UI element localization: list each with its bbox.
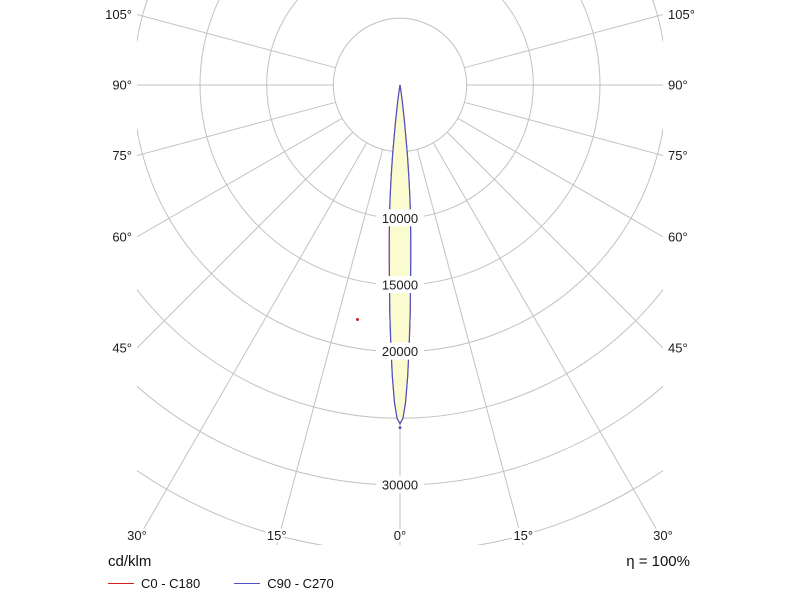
svg-text:15°: 15°	[513, 528, 533, 543]
svg-text:90°: 90°	[112, 78, 132, 93]
svg-text:0°: 0°	[394, 528, 406, 543]
legend-item-c90-c270-label: C90 - C270	[267, 576, 334, 591]
unit-label: cd/klm	[108, 553, 152, 570]
beam-tip-marker	[398, 426, 402, 430]
svg-text:60°: 60°	[112, 229, 132, 244]
legend-item-c0-c180: C0 - C180	[108, 576, 200, 591]
axis-labels: 10000 15000 20000 30000 0° 15° 15° 30° 30° 45° 45°…	[105, 7, 695, 546]
svg-text:45°: 45°	[112, 341, 132, 356]
c90-c270-line-swatch	[234, 582, 261, 585]
polar-chart-svg: 10000 15000 20000 30000 0° 15° 15° 30° 30° 45° 45°…	[105, 0, 695, 546]
legend-left: cd/klm C0 - C180 C90 - C270	[108, 553, 334, 591]
svg-text:75°: 75°	[112, 148, 132, 163]
svg-text:30000: 30000	[382, 478, 418, 493]
stray-red-marker	[356, 318, 359, 321]
svg-text:75°: 75°	[668, 148, 688, 163]
legend-bar: cd/klm C0 - C180 C90 - C270 η = 100%	[0, 553, 800, 591]
svg-text:30°: 30°	[653, 528, 673, 543]
efficiency-value: η = 100%	[626, 553, 690, 570]
svg-text:105°: 105°	[668, 7, 695, 22]
curve-c90-c270	[388, 84, 412, 425]
svg-text:105°: 105°	[105, 7, 132, 22]
svg-text:20000: 20000	[382, 344, 418, 359]
svg-text:10000: 10000	[382, 211, 418, 226]
svg-text:60°: 60°	[668, 229, 688, 244]
svg-text:45°: 45°	[668, 341, 688, 356]
legend-item-c0-c180-label: C0 - C180	[141, 576, 201, 591]
svg-text:15000: 15000	[382, 278, 418, 293]
svg-text:15°: 15°	[267, 528, 287, 543]
svg-text:90°: 90°	[668, 78, 688, 93]
legend-item-c90-c270: C90 - C270	[234, 576, 334, 591]
c0-c180-line-swatch	[108, 582, 134, 585]
legend-items: C0 - C180 C90 - C270	[108, 576, 334, 591]
svg-text:30°: 30°	[127, 528, 147, 543]
